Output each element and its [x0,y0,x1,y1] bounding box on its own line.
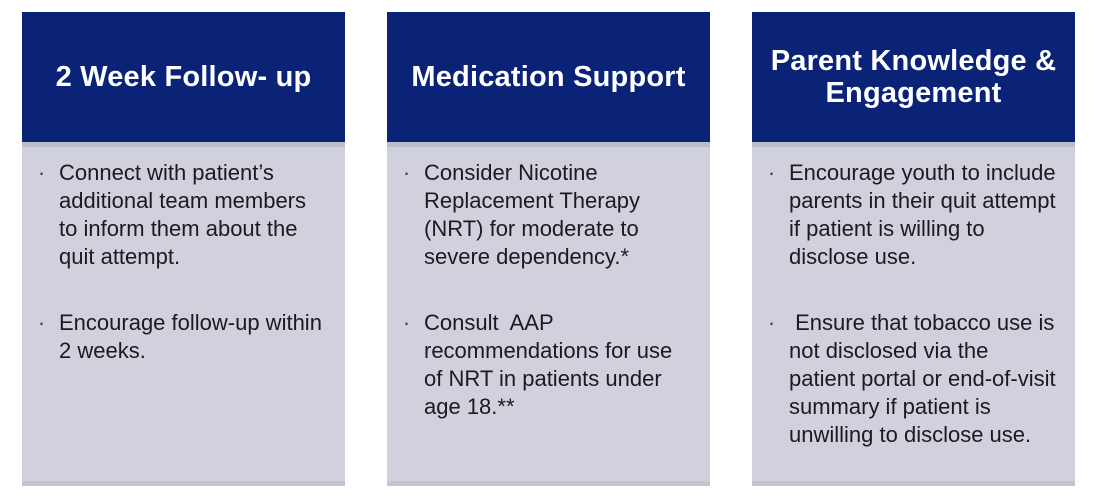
card-2-week-follow-up: 2 Week Follow- up · Connect with patient… [22,12,345,486]
bullet-item: · Encourage follow-up within 2 weeks. [35,309,329,365]
bullet-item: · Encourage youth to include parents in … [765,159,1059,271]
bullet-icon: · [402,160,411,185]
card-title: Medication Support [411,60,686,93]
bullet-icon: · [767,160,776,185]
card-body: · Encourage youth to include parents in … [752,147,1075,486]
card-header: Parent Knowledge & Engagement [752,12,1075,142]
card-header: 2 Week Follow- up [22,12,345,142]
card-parent-knowledge-engagement: Parent Knowledge & Engagement · Encourag… [752,12,1075,486]
bullet-text: Encourage follow-up within 2 weeks. [59,309,329,363]
bullet-icon: · [37,160,46,185]
bullet-text: Encourage youth to include parents in th… [789,160,1062,269]
bullet-icon: · [37,309,46,335]
header-shadow-divider [387,142,710,147]
bullet-item: · Connect with patient’s additional team… [35,159,329,271]
card-body: · Connect with patient’s additional team… [22,147,345,486]
card-title: 2 Week Follow- up [55,60,312,93]
bullet-text: Consider Nicotine Replacement Therapy (N… [424,160,647,269]
header-shadow-divider [22,142,345,147]
bullet-text: Connect with patient’s additional team m… [59,160,313,269]
header-shadow-divider [752,142,1075,147]
card-medication-support: Medication Support · Consider Nicotine R… [387,12,710,486]
bullet-item: · Consider Nicotine Replacement Therapy … [400,159,694,271]
card-body: · Consider Nicotine Replacement Therapy … [387,147,710,486]
bullet-icon: · [767,309,776,335]
bullet-list: · Encourage youth to include parents in … [765,159,1059,448]
bullet-text: Ensure that tobacco use is not disclosed… [789,309,1067,447]
bullet-list: · Consider Nicotine Replacement Therapy … [400,159,694,421]
bullet-text: Consult AAP recommendations for use of N… [424,309,679,419]
bullet-item: · Consult AAP recommendations for use of… [400,309,694,421]
bullet-item: · Ensure that tobacco use is not disclos… [765,309,1059,449]
bullet-list: · Connect with patient’s additional team… [35,159,329,365]
card-header: Medication Support [387,12,710,142]
cards-board: 2 Week Follow- up · Connect with patient… [22,12,1075,486]
bullet-icon: · [402,309,411,335]
card-title: Parent Knowledge & Engagement [770,44,1057,109]
